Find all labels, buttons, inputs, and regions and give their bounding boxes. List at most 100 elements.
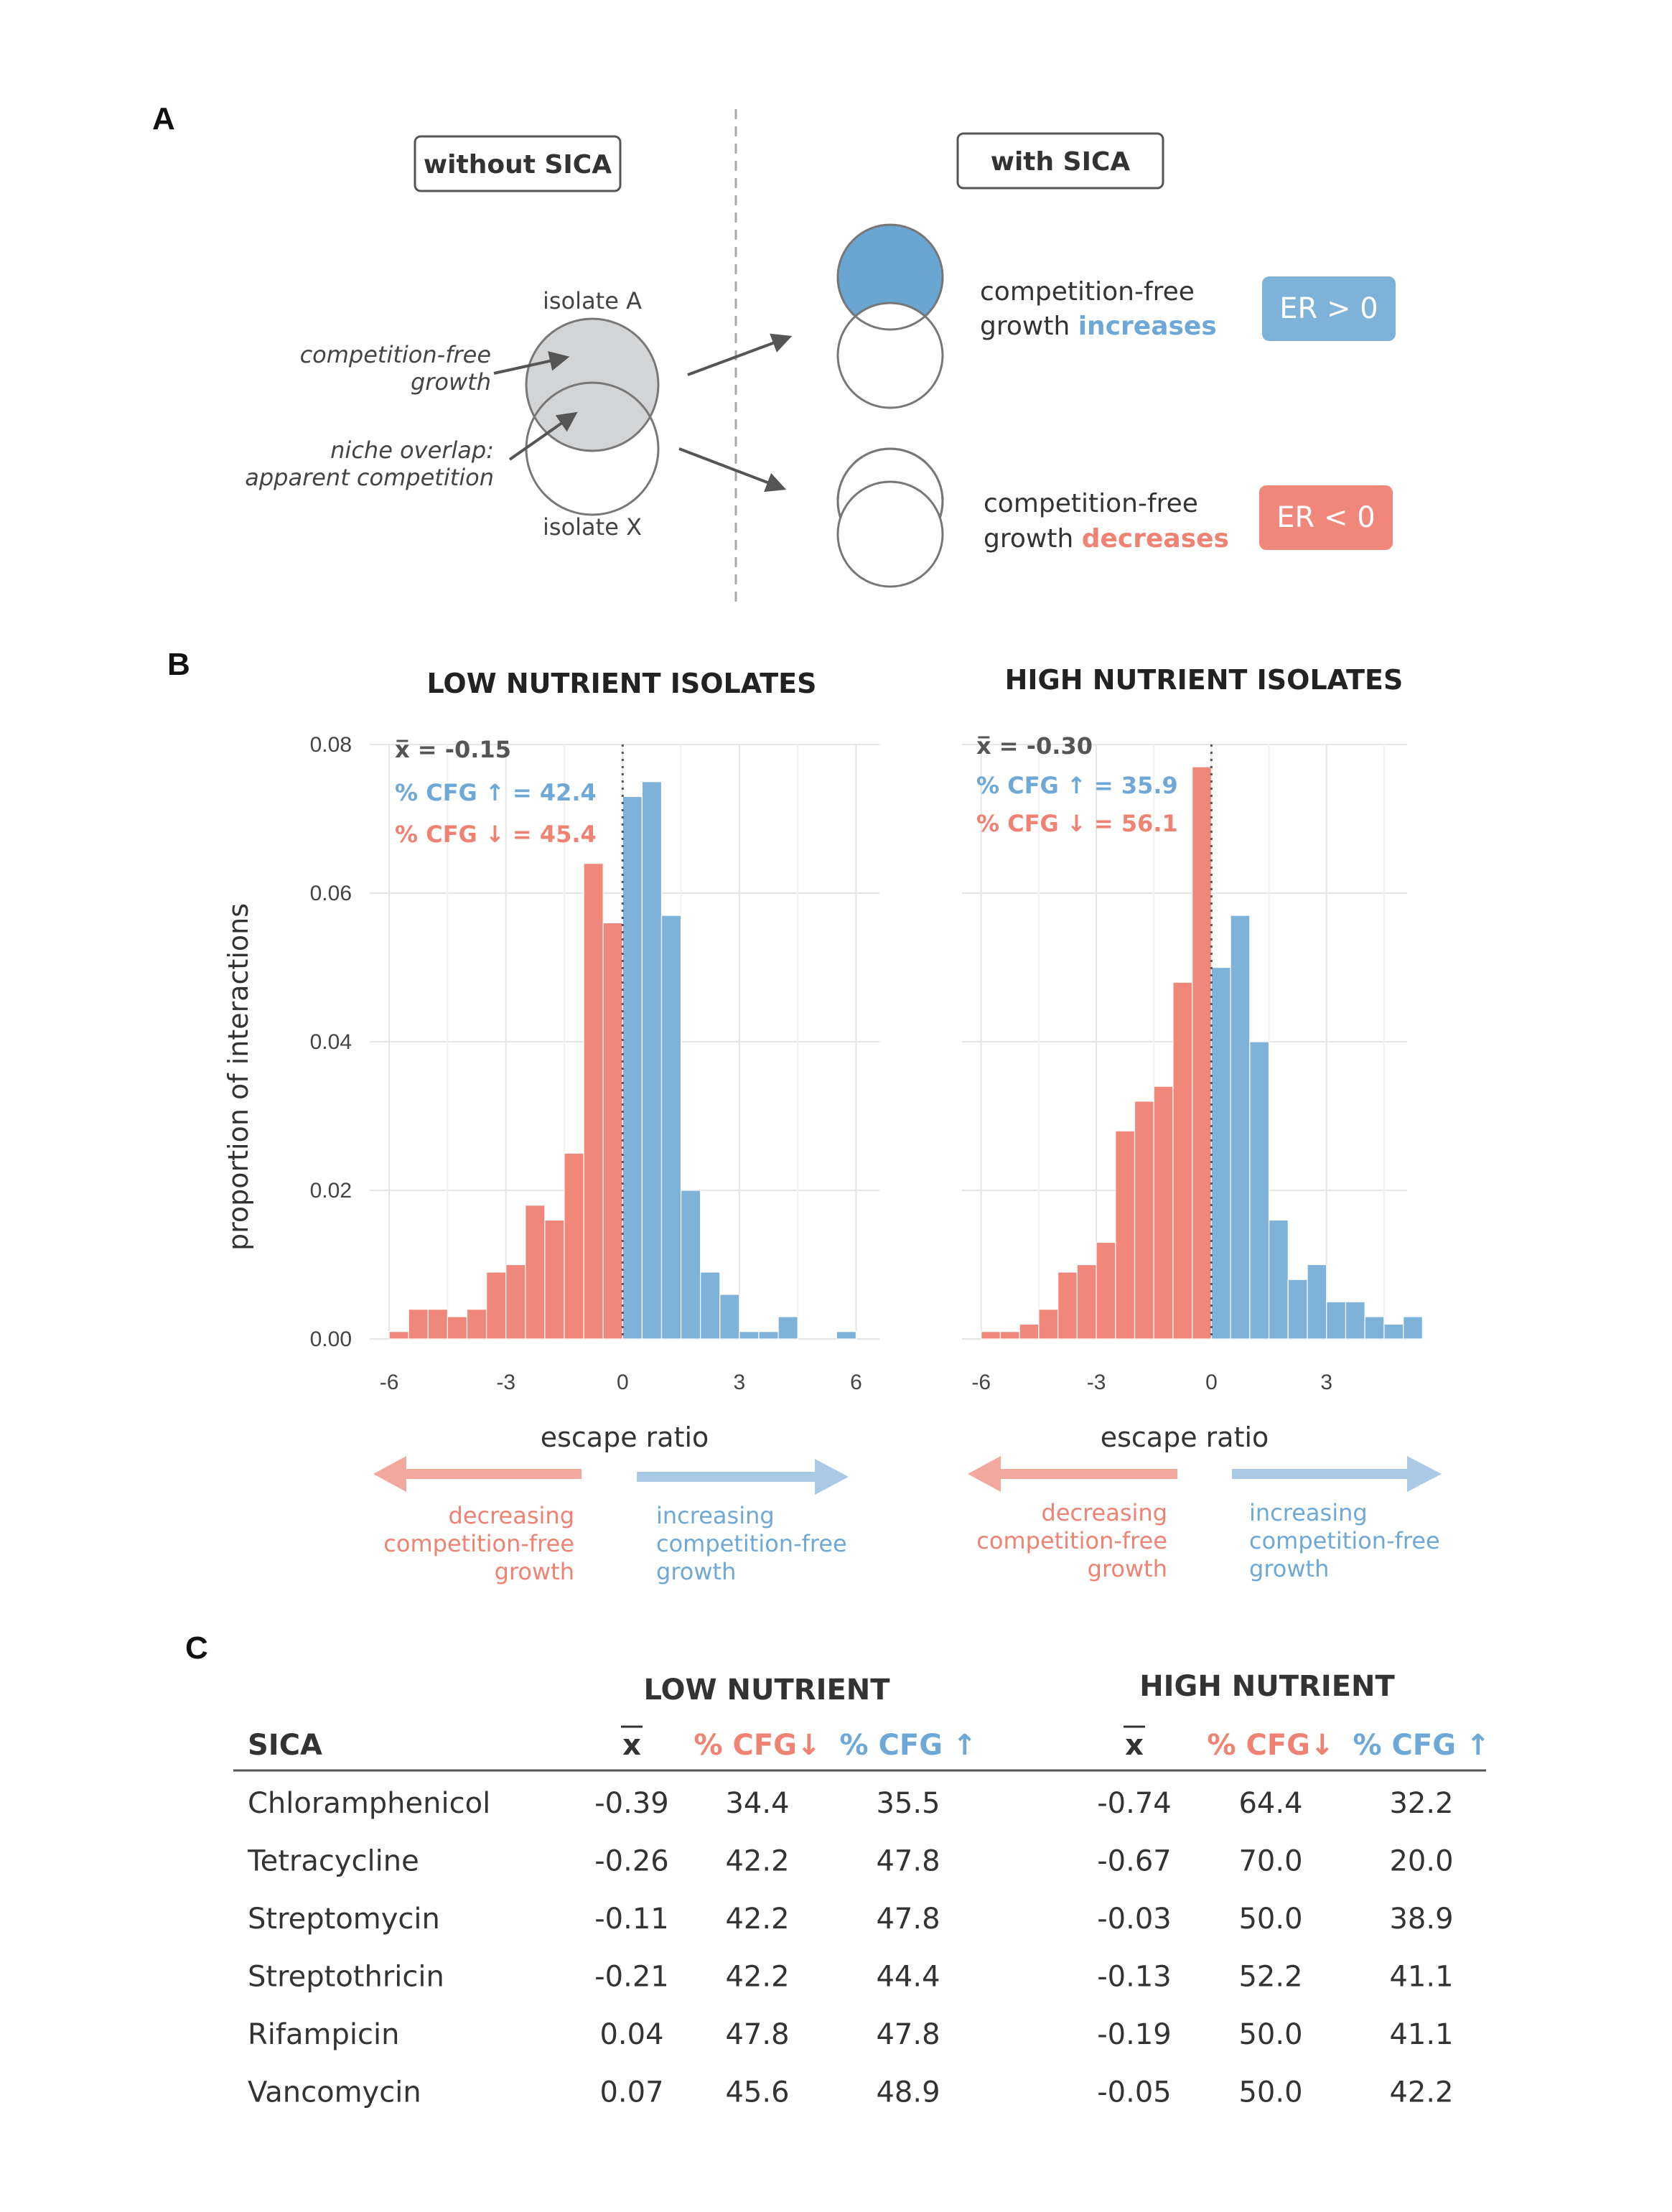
histogram-bar bbox=[1096, 1241, 1116, 1340]
x-tick-label: 3 bbox=[1320, 1371, 1332, 1394]
decrease-bottom-circle bbox=[836, 480, 944, 588]
histogram-bar bbox=[660, 915, 682, 1340]
table-cell-high-up: 38.9 bbox=[1389, 1903, 1453, 1936]
cfg-down-stat: % CFG ↓ = 45.4 bbox=[395, 821, 597, 848]
histogram-bar bbox=[485, 1271, 507, 1340]
increasing-arrowhead-high bbox=[1407, 1456, 1442, 1492]
arrow-to-increase bbox=[687, 333, 793, 376]
isolate-a-label: isolate A bbox=[543, 287, 642, 314]
table-cell-low-down: 34.4 bbox=[725, 1787, 789, 1820]
table-cell-sica: Streptomycin bbox=[248, 1903, 440, 1936]
table-cell-high-mean: -0.03 bbox=[1097, 1903, 1172, 1936]
niche-annotation-line1: niche overlap: bbox=[330, 437, 494, 464]
table-cell-high-up: 41.1 bbox=[1389, 2018, 1453, 2051]
histogram-title: HIGH NUTRIENT ISOLATES bbox=[1005, 664, 1404, 696]
er-positive-badge bbox=[1262, 276, 1396, 341]
histogram-bar bbox=[1345, 1301, 1365, 1340]
table-cell-low-down: 42.2 bbox=[725, 1961, 789, 1994]
histogram-bar bbox=[739, 1331, 760, 1340]
histogram-bar bbox=[758, 1331, 779, 1340]
without-sica-box bbox=[414, 135, 622, 192]
niche-annotation-line2: apparent competition bbox=[245, 464, 494, 491]
histogram-bar bbox=[602, 922, 623, 1340]
histogram-bar bbox=[1326, 1301, 1347, 1340]
isolate-a-circle bbox=[525, 317, 660, 452]
decreasing-label-high-1: decreasing bbox=[1042, 1499, 1168, 1526]
table-cell-high-down: 50.0 bbox=[1238, 2018, 1302, 2051]
x-axis-label: escape ratio bbox=[1101, 1422, 1269, 1453]
decreasing-label-high-3: growth bbox=[1088, 1555, 1167, 1582]
decrease-text-prefix: growth bbox=[984, 524, 1082, 554]
table-row: Streptomycin -0.11 42.2 47.8 -0.03 50.0 38.9 bbox=[248, 1903, 1454, 1936]
table-row: Rifampicin 0.04 47.8 47.8 -0.19 50.0 41.1 bbox=[248, 2018, 1454, 2051]
col-header-mean-low: x bbox=[622, 1729, 641, 1762]
table-row: Chloramphenicol -0.39 34.4 35.5 -0.74 64.4 32.… bbox=[248, 1787, 1454, 1820]
table-cell-low-mean: -0.26 bbox=[594, 1845, 669, 1878]
table-cell-sica: Vancomycin bbox=[248, 2076, 421, 2109]
cfg-annotation-line2: growth bbox=[411, 368, 491, 396]
decreasing-label-high-2: competition-free bbox=[976, 1527, 1167, 1554]
increasing-label-low-3: growth bbox=[656, 1558, 736, 1585]
y-tick-label: 0.06 bbox=[310, 882, 352, 905]
table-cell-low-up: 48.9 bbox=[876, 2076, 940, 2109]
histogram-title: LOW NUTRIENT ISOLATES bbox=[427, 668, 817, 699]
table-cell-low-down: 45.6 bbox=[725, 2076, 789, 2109]
table-cell-high-down: 70.0 bbox=[1238, 1845, 1302, 1878]
histogram-bar bbox=[1364, 1316, 1385, 1340]
table-cell-high-mean: -0.05 bbox=[1097, 2076, 1172, 2109]
table-cell-high-up: 32.2 bbox=[1389, 1787, 1453, 1820]
decreasing-arrowhead-high bbox=[968, 1456, 1001, 1492]
histogram-bar bbox=[1134, 1101, 1154, 1340]
increase-text-line1: competition-free bbox=[980, 277, 1195, 307]
niche-pointer-arrow bbox=[508, 411, 578, 461]
table-row: Tetracycline -0.26 42.2 47.8 -0.67 70.0 20.0 bbox=[247, 1845, 1454, 1878]
table-cell-high-down: 50.0 bbox=[1238, 1903, 1302, 1936]
decrease-word: decreases bbox=[1082, 524, 1229, 554]
table-cell-low-down: 42.2 bbox=[725, 1845, 789, 1878]
col-header-up-high: % CFG ↑ bbox=[1353, 1729, 1490, 1762]
without-sica-label: without SICA bbox=[424, 150, 612, 179]
table-cell-low-up: 35.5 bbox=[876, 1787, 940, 1820]
col-header-up-low: % CFG ↑ bbox=[840, 1729, 977, 1762]
cfg-down-stat: % CFG ↓ = 56.1 bbox=[976, 810, 1178, 837]
histogram-bar bbox=[1383, 1323, 1404, 1340]
x-tick-label: 0 bbox=[1205, 1371, 1218, 1394]
table-cell-high-mean: -0.74 bbox=[1097, 1787, 1172, 1820]
histogram-bar bbox=[1019, 1323, 1040, 1340]
col-header-down-low: % CFG↓ bbox=[693, 1729, 821, 1762]
histogram-bar bbox=[505, 1264, 526, 1340]
increase-word: increases bbox=[1078, 312, 1217, 341]
er-negative-badge bbox=[1259, 485, 1393, 550]
histogram-bar bbox=[1115, 1130, 1136, 1340]
table-row: Streptothricin -0.21 42.2 44.4 -0.13 52.2 41.1 bbox=[248, 1961, 1454, 1994]
histogram-bar bbox=[583, 862, 604, 1340]
cfg-pointer-arrow bbox=[493, 351, 570, 375]
arrow-to-decrease bbox=[678, 447, 787, 493]
increasing-label-high-1: increasing bbox=[1249, 1499, 1368, 1526]
col-header-down-high: % CFG↓ bbox=[1207, 1729, 1334, 1762]
histogram-low-nutrient: LOW NUTRIENT ISOLATES 0.00 0.02 0.04 0.06 0.0… bbox=[310, 668, 879, 1453]
histogram-bar bbox=[427, 1308, 448, 1340]
table-cell-high-up: 42.2 bbox=[1389, 2076, 1453, 2109]
decreasing-label-low-2: competition-free bbox=[383, 1530, 574, 1557]
panel-a-letter: A bbox=[152, 101, 175, 136]
histogram-bar bbox=[1230, 915, 1251, 1340]
table-cell-sica: Rifampicin bbox=[248, 2018, 399, 2051]
group-high-nutrient: HIGH NUTRIENT bbox=[1139, 1670, 1395, 1703]
table-cell-high-down: 64.4 bbox=[1238, 1787, 1302, 1820]
y-tick-label: 0.00 bbox=[310, 1327, 352, 1351]
table-row: Vancomycin 0.07 45.6 48.9 -0.05 50.0 42.2 bbox=[248, 2076, 1454, 2109]
decreasing-arrowhead-low bbox=[373, 1456, 406, 1492]
histogram-bar bbox=[641, 781, 663, 1340]
group-low-nutrient: LOW NUTRIENT bbox=[643, 1674, 890, 1707]
x-tick-label: -3 bbox=[496, 1371, 515, 1394]
table-cell-high-mean: -0.19 bbox=[1097, 2018, 1172, 2051]
histogram-bar bbox=[719, 1294, 740, 1340]
histogram-bar bbox=[1210, 966, 1231, 1340]
table-cell-low-down: 47.8 bbox=[725, 2018, 789, 2051]
table-cell-low-up: 47.8 bbox=[876, 2018, 940, 2051]
table-cell-low-mean: -0.11 bbox=[594, 1903, 669, 1936]
mean-stat: x̅ = -0.30 bbox=[976, 732, 1093, 760]
y-tick-label: 0.04 bbox=[310, 1030, 352, 1054]
y-tick-label: 0.08 bbox=[310, 733, 352, 757]
